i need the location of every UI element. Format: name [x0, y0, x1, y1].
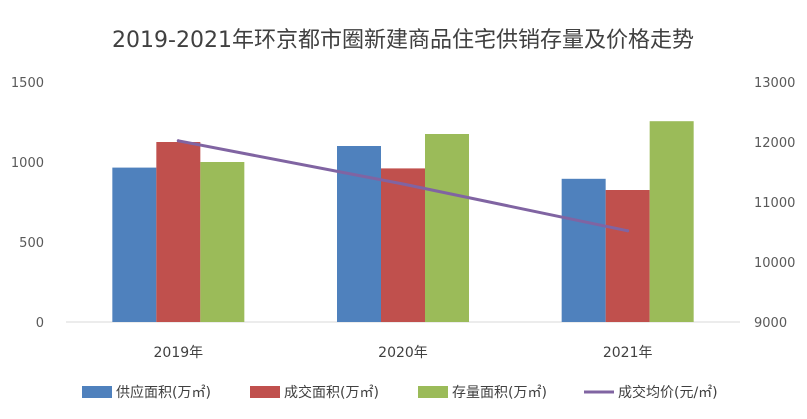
bar-2-1: [156, 142, 201, 322]
chart-title: 2019-2021年环京都市圈新建商品住宅供销存量及价格走势: [112, 28, 694, 53]
bar-1-1: [112, 167, 157, 322]
bar-3-3: [649, 121, 694, 322]
left-tick-label: 1500: [11, 76, 44, 91]
price-point-1: [176, 139, 180, 143]
legend-swatch: [250, 386, 280, 398]
legend-label: 成交面积(万㎡): [284, 384, 379, 401]
right-tick-label: 12000: [754, 136, 795, 151]
category-label: 2020年: [378, 345, 428, 361]
legend: 供应面积(万㎡) 成交面积(万㎡) 存量面积(万㎡) 成交均价(元/㎡): [82, 384, 718, 401]
category-label: 2021年: [603, 345, 653, 361]
legend-swatch: [82, 386, 112, 398]
bar-2-2: [381, 168, 425, 322]
left-tick-label: 500: [19, 236, 44, 251]
category-labels: 2019年 2020年 2021年: [154, 345, 653, 361]
bars-group: [112, 121, 694, 322]
price-point-3: [626, 229, 630, 233]
right-tick-label: 11000: [754, 196, 795, 211]
right-tick-label: 9000: [754, 316, 787, 331]
line-group: [176, 139, 630, 233]
left-tick-label: 1000: [11, 156, 44, 171]
left-axis: 0 500 1000 1500: [11, 76, 44, 331]
bar-2-3: [605, 190, 650, 322]
legend-label: 成交均价(元/㎡): [618, 384, 718, 401]
legend-label: 供应面积(万㎡): [116, 384, 211, 401]
bar-3-2: [425, 134, 469, 322]
bar-3-1: [200, 162, 245, 322]
price-point-2: [401, 182, 405, 186]
right-tick-label: 10000: [754, 256, 795, 271]
bar-1-3: [561, 178, 606, 322]
legend-label: 存量面积(万㎡): [452, 385, 547, 401]
left-tick-label: 0: [36, 316, 44, 331]
legend-swatch: [418, 386, 448, 398]
right-tick-label: 13000: [754, 76, 795, 91]
category-label: 2019年: [154, 345, 204, 361]
right-axis: 9000 10000 11000 12000 13000: [754, 76, 795, 331]
